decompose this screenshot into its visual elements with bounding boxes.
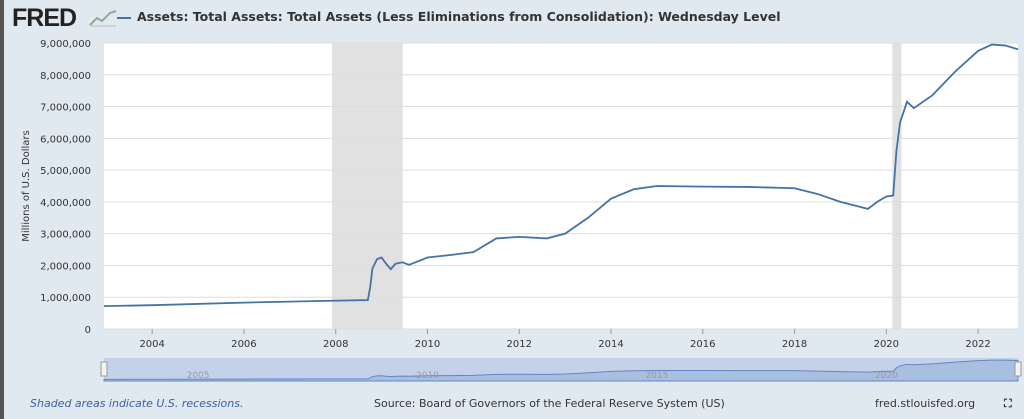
series-title[interactable]: Assets: Total Assets: Total Assets (Less… xyxy=(117,9,781,24)
x-tick-label: 2004 xyxy=(139,339,164,350)
y-tick-label: 9,000,000 xyxy=(40,39,91,50)
x-tick-label: 2020 xyxy=(874,339,899,350)
navigator-series xyxy=(103,359,1019,382)
series-title-text: Assets: Total Assets: Total Assets (Less… xyxy=(137,9,781,24)
recession-note: Shaded areas indicate U.S. recessions. xyxy=(30,397,244,410)
y-tick-label: 1,000,000 xyxy=(40,293,91,304)
x-tick-label: 2006 xyxy=(231,339,256,350)
navigator-tick-label: 2005 xyxy=(187,371,210,381)
x-tick-label: 2022 xyxy=(965,339,990,350)
y-axis-label: Millions of U.S. Dollars xyxy=(21,130,32,241)
plot-area xyxy=(104,43,1018,329)
fullscreen-icon[interactable]: ⛶ xyxy=(1004,397,1012,410)
legend-swatch xyxy=(117,16,131,19)
x-tick-label: 2016 xyxy=(690,339,715,350)
navigator-handle[interactable] xyxy=(1014,361,1022,377)
y-tick-label: 2,000,000 xyxy=(40,261,91,272)
y-tick-label: 7,000,000 xyxy=(40,103,91,114)
x-tick-label: 2014 xyxy=(598,339,623,350)
x-tick-label: 2010 xyxy=(415,339,440,350)
fred-logo[interactable]: FRED xyxy=(12,4,77,32)
navigator-tick-label: 2010 xyxy=(416,371,439,381)
y-tick-label: 3,000,000 xyxy=(40,230,91,241)
y-tick-label: 4,000,000 xyxy=(40,198,91,209)
navigator-tick-label: 2020 xyxy=(875,371,898,381)
navigator-background xyxy=(104,358,1018,381)
navigator-tick-label: 2015 xyxy=(645,371,668,381)
x-tick-label: 2018 xyxy=(782,339,807,350)
chart-logo-icon xyxy=(89,10,117,27)
y-tick-label: 6,000,000 xyxy=(40,134,91,145)
x-tick-label: 2012 xyxy=(507,339,532,350)
source-text: Source: Board of Governors of the Federa… xyxy=(374,397,725,410)
site-link[interactable]: fred.stlouisfed.org xyxy=(875,397,976,410)
recession-band xyxy=(332,43,403,329)
navigator-handle[interactable] xyxy=(100,361,108,377)
x-tick-label: 2008 xyxy=(323,339,348,350)
y-tick-label: 0 xyxy=(85,325,91,336)
recession-band xyxy=(892,43,902,329)
y-tick-label: 8,000,000 xyxy=(40,71,91,82)
chart: 0 1,000,000 2,000,000 3,000,000 4,000,000 5,0… xyxy=(21,39,1022,382)
y-tick-label: 5,000,000 xyxy=(40,166,91,177)
series-line xyxy=(103,43,1019,308)
